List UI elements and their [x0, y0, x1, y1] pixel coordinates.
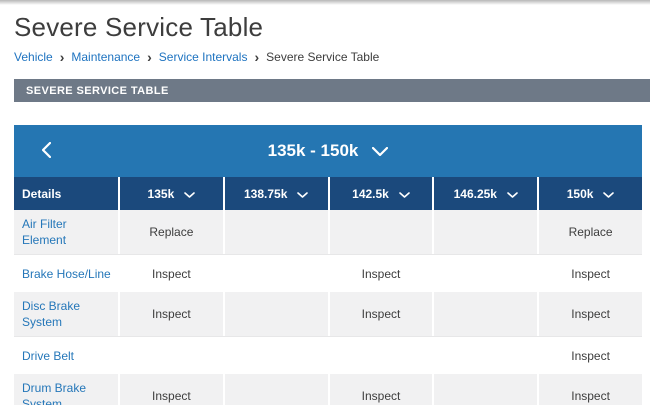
- chevron-left-icon: [41, 141, 51, 161]
- service-cell: Inspect: [537, 255, 642, 292]
- row-link-drive-belt[interactable]: Drive Belt: [22, 348, 75, 363]
- service-cell: [432, 337, 537, 374]
- table-row: Brake Hose/Line Inspect Inspect Inspect: [14, 255, 642, 292]
- column-header-details: Details: [14, 177, 118, 210]
- service-cell: Inspect: [327, 292, 433, 336]
- table-row: Disc Brake System Inspect Inspect Inspec…: [14, 292, 642, 337]
- column-header-label: 138.75k: [244, 186, 288, 201]
- row-link-disc-brake-system[interactable]: Disc Brake System: [22, 299, 81, 329]
- table-header-row: Details 135k 138.75k 142.5k 146.25k 150k: [14, 177, 642, 210]
- section-banner-label: SEVERE SERVICE TABLE: [26, 84, 169, 97]
- breadcrumb-separator-icon: ›: [59, 49, 65, 65]
- page-title: Severe Service Table: [14, 12, 264, 42]
- service-cell: [222, 210, 328, 254]
- chevron-down-icon: [372, 141, 389, 161]
- service-cell: Inspect: [327, 255, 433, 292]
- service-cell: [327, 337, 433, 374]
- service-cell: Replace: [118, 210, 223, 254]
- severe-service-panel: 135k - 150k Details 135k 138.75k 142.5k …: [14, 125, 642, 405]
- service-cell: Inspect: [537, 337, 642, 374]
- service-cell: [432, 292, 537, 336]
- row-link-drum-brake-system[interactable]: Drum Brake System: [22, 381, 87, 405]
- breadcrumb-link-vehicle[interactable]: Vehicle: [14, 50, 53, 64]
- chevron-down-icon: [184, 187, 196, 201]
- range-dropdown[interactable]: 135k - 150k: [268, 141, 389, 161]
- chevron-down-icon: [507, 187, 518, 201]
- top-shadow-divider: [0, 0, 650, 5]
- row-link-air-filter-element[interactable]: Air Filter Element: [22, 217, 67, 247]
- table-row: Air Filter Element Replace Replace: [14, 210, 642, 255]
- column-header-150k[interactable]: 150k: [537, 177, 642, 210]
- table-row: Drum Brake System Inspect Inspect Inspec…: [14, 374, 642, 405]
- column-header-138-75k[interactable]: 138.75k: [222, 177, 328, 210]
- service-cell: Inspect: [118, 292, 223, 336]
- service-cell: [432, 374, 537, 405]
- column-header-label: 150k: [566, 186, 594, 201]
- breadcrumb: Vehicle › Maintenance › Service Interval…: [14, 49, 650, 65]
- service-cell: Inspect: [537, 292, 642, 336]
- service-cell: [432, 210, 537, 254]
- column-header-142-5k[interactable]: 142.5k: [327, 177, 433, 210]
- service-cell: [327, 210, 433, 254]
- service-cell: [222, 374, 328, 405]
- table-body: Air Filter Element Replace Replace Brake…: [14, 210, 642, 405]
- breadcrumb-separator-icon: ›: [147, 49, 152, 65]
- breadcrumb-link-maintenance[interactable]: Maintenance: [71, 50, 141, 64]
- range-dropdown-label: 135k - 150k: [267, 141, 359, 160]
- column-header-label: 142.5k: [352, 186, 389, 201]
- service-cell: Inspect: [537, 374, 642, 405]
- chevron-down-icon: [297, 187, 309, 201]
- service-cell: [222, 337, 328, 374]
- breadcrumb-link-service-intervals[interactable]: Service Intervals: [158, 50, 248, 64]
- service-cell: [222, 292, 328, 336]
- table-row: Drive Belt Inspect: [14, 337, 642, 374]
- column-header-label: 135k: [147, 186, 175, 201]
- breadcrumb-separator-icon: ›: [254, 49, 260, 65]
- chevron-down-icon: [399, 187, 410, 201]
- column-header-135k[interactable]: 135k: [118, 177, 223, 210]
- service-cell: [432, 255, 537, 292]
- service-cell: Replace: [537, 210, 642, 254]
- row-link-brake-hose-line[interactable]: Brake Hose/Line: [22, 266, 111, 281]
- breadcrumb-current: Severe Service Table: [266, 50, 380, 64]
- service-cell: [118, 337, 223, 374]
- chevron-down-icon: [603, 187, 615, 201]
- service-cell: [222, 255, 328, 292]
- column-header-146-25k[interactable]: 146.25k: [432, 177, 537, 210]
- range-nav-bar: 135k - 150k: [14, 125, 642, 177]
- service-cell: Inspect: [327, 374, 433, 405]
- column-header-label: 146.25k: [453, 186, 497, 201]
- service-cell: Inspect: [118, 255, 223, 292]
- service-cell: Inspect: [118, 374, 223, 405]
- section-banner: SEVERE SERVICE TABLE: [14, 79, 650, 102]
- column-header-label: Details: [22, 186, 62, 201]
- previous-range-button[interactable]: [28, 125, 64, 177]
